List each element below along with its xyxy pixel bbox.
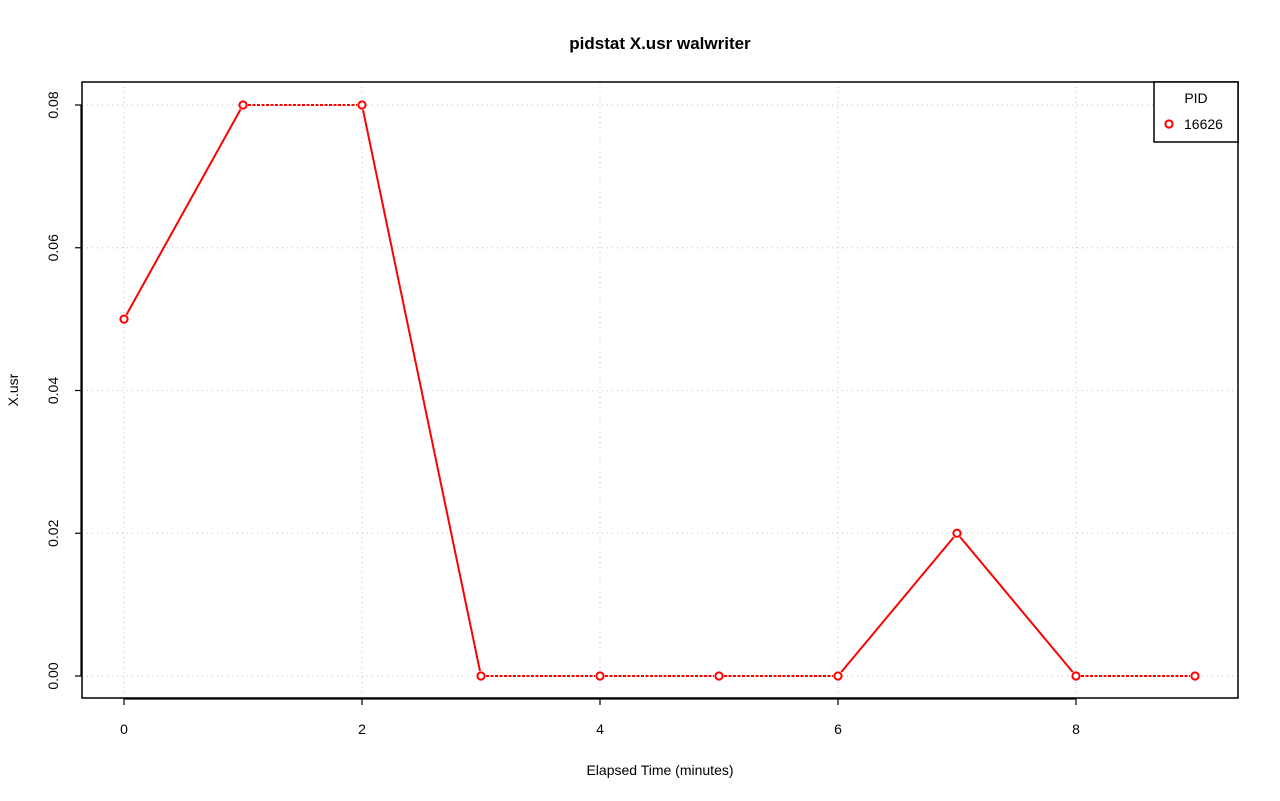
y-tick-label: 0.06 [45, 234, 61, 261]
grid-lines [82, 82, 1238, 698]
x-tick-label: 2 [358, 721, 366, 737]
data-point [714, 671, 724, 681]
legend: PID 16626 [1153, 81, 1239, 143]
x-axis-label: Elapsed Time (minutes) [586, 762, 733, 778]
series-line-segment [840, 536, 955, 673]
data-point [238, 100, 248, 110]
legend-title: PID [1184, 90, 1207, 106]
x-tick-label: 4 [596, 721, 604, 737]
y-axis-label: X.usr [5, 373, 21, 406]
y-tick-label: 0.00 [45, 662, 61, 689]
y-tick-label: 0.02 [45, 519, 61, 546]
legend-marker [1164, 119, 1174, 129]
data-point [476, 671, 486, 681]
series-line-segment [125, 108, 242, 316]
x-axis: 0 2 4 6 8 [120, 698, 1080, 737]
data-point [357, 100, 367, 110]
series-layer [119, 100, 1200, 681]
x-tick-label: 8 [1072, 721, 1080, 737]
chart-title: pidstat X.usr walwriter [569, 34, 751, 53]
series-line-segment [362, 109, 481, 672]
series-line-segment [959, 536, 1074, 673]
data-point [952, 528, 962, 538]
y-tick-label: 0.04 [45, 377, 61, 404]
y-axis: 0.00 0.02 0.04 0.06 0.08 [45, 91, 82, 690]
y-tick-label: 0.08 [45, 91, 61, 118]
data-point [595, 671, 605, 681]
x-tick-label: 0 [120, 721, 128, 737]
legend-entry-label: 16626 [1184, 116, 1223, 132]
data-point [1190, 671, 1200, 681]
series-16626 [119, 100, 1200, 681]
x-tick-label: 6 [834, 721, 842, 737]
data-point [833, 671, 843, 681]
legend-box [1153, 81, 1239, 143]
plot-area-frame [81, 81, 1239, 699]
data-point [1071, 671, 1081, 681]
data-point [119, 314, 129, 324]
